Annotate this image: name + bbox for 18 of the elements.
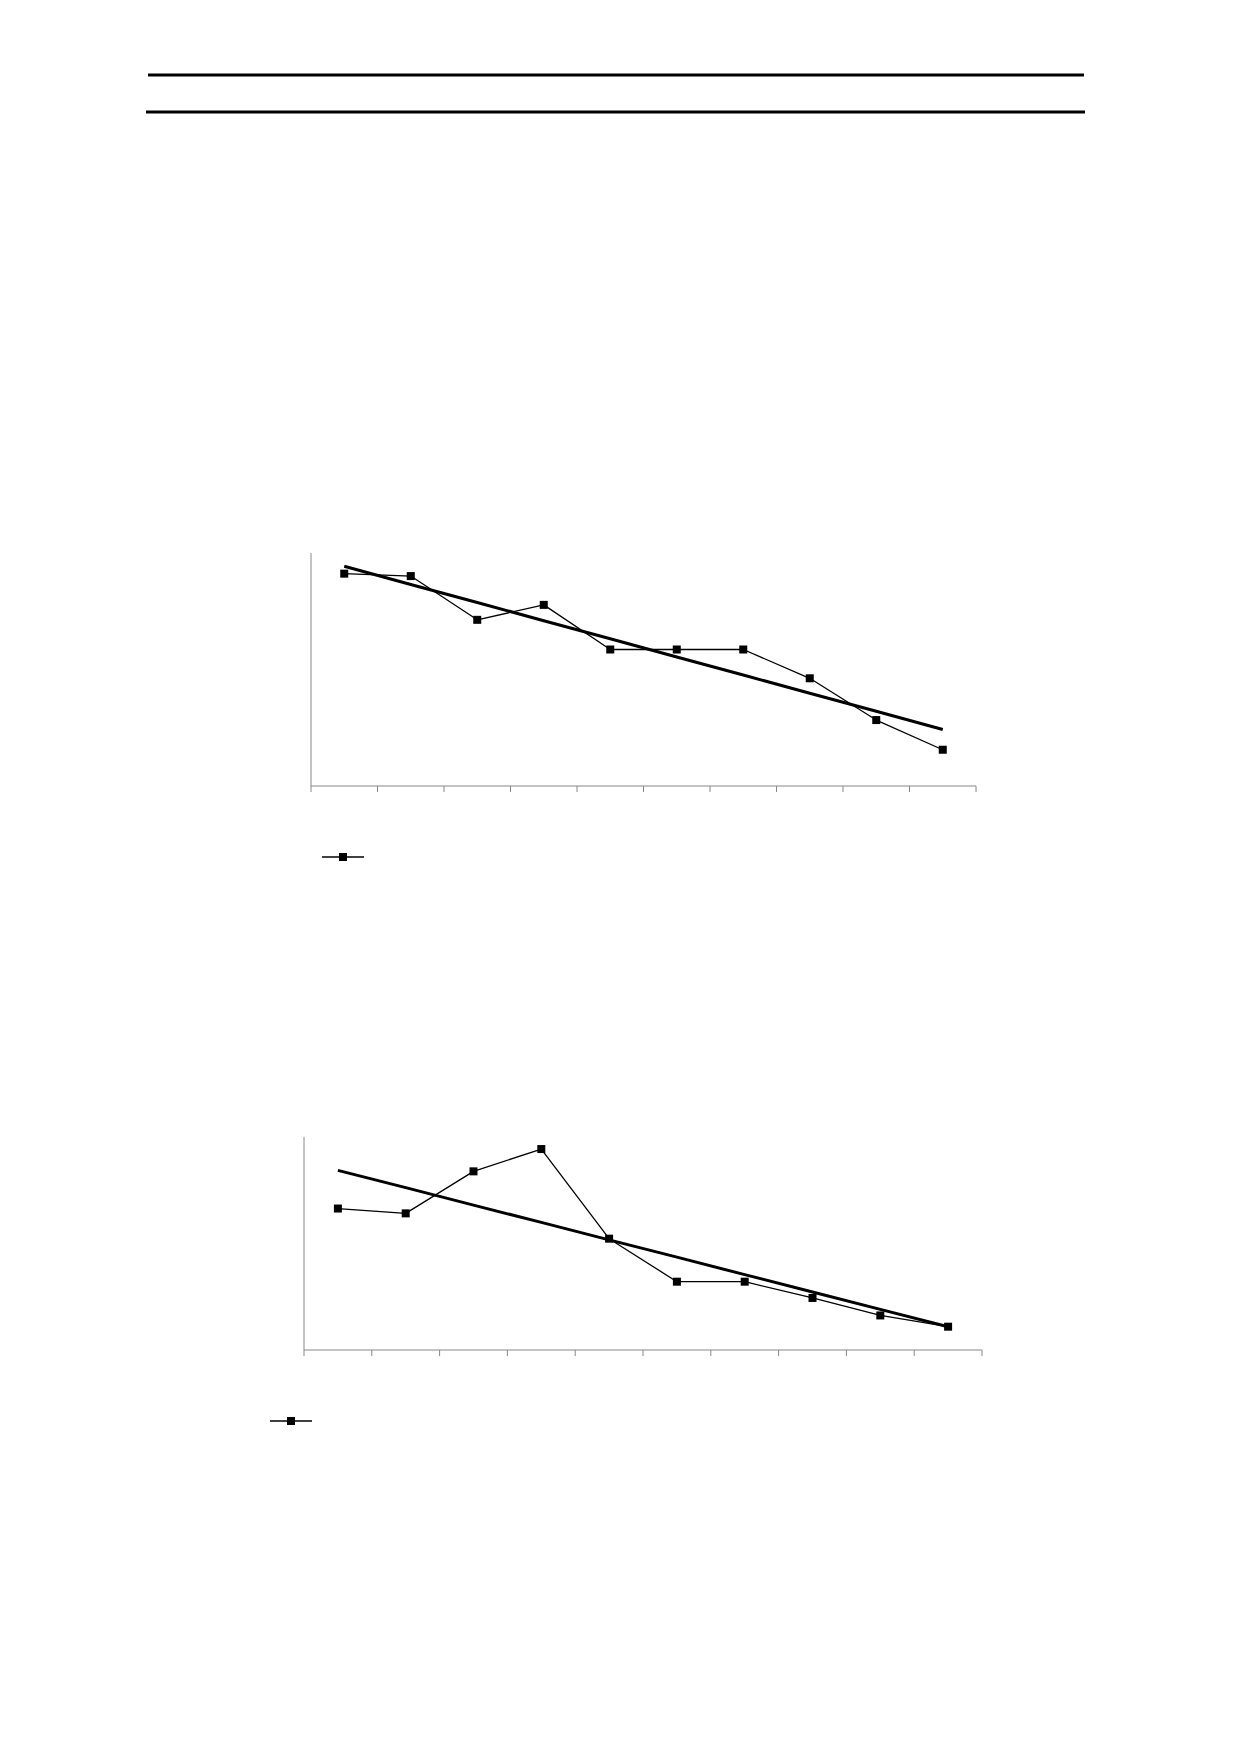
point: [876, 1311, 885, 1320]
point: [539, 600, 548, 609]
point: [740, 1277, 749, 1286]
point: [473, 615, 482, 624]
point: [672, 645, 681, 654]
point: [406, 572, 415, 581]
point: [537, 1145, 546, 1154]
point: [672, 1277, 681, 1286]
point: [606, 645, 615, 654]
point: [469, 1167, 478, 1176]
point: [872, 716, 881, 725]
point: [340, 569, 349, 578]
point: [808, 1293, 817, 1302]
point: [333, 1204, 342, 1213]
point: [739, 645, 748, 654]
point: [938, 745, 947, 754]
point: [805, 674, 814, 683]
point: [401, 1209, 410, 1218]
